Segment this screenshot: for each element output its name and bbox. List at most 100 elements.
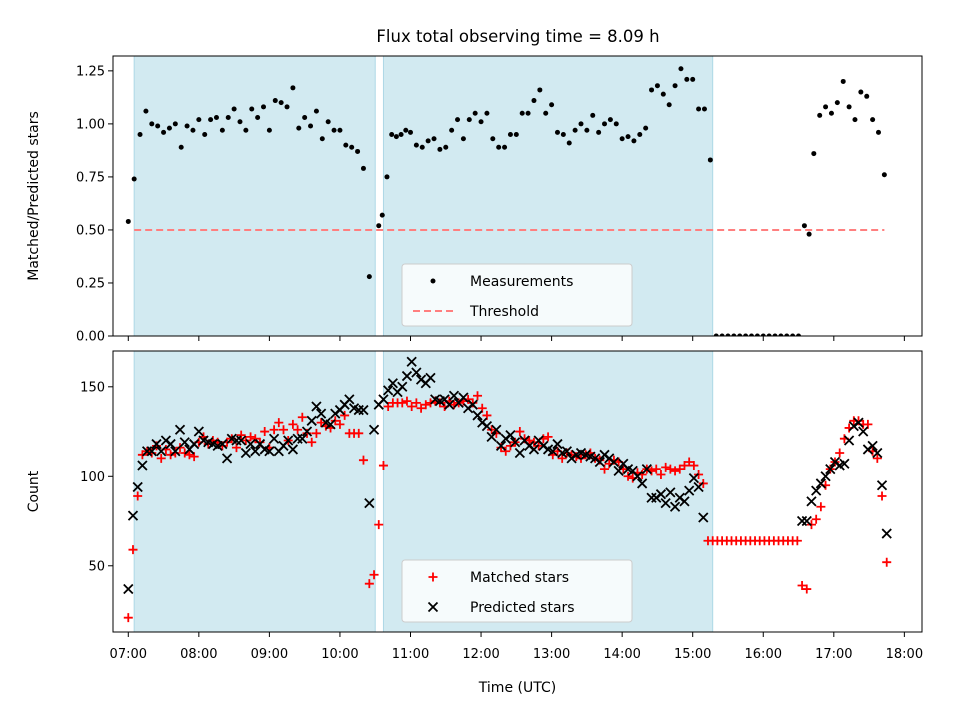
- matched-stars-point-116: [665, 464, 675, 474]
- measurements-point-104: [725, 333, 731, 336]
- top-ytick-label: 1.25: [76, 64, 105, 79]
- matched-stars-point-46: [335, 419, 345, 429]
- predicted-stars-point-78: [486, 431, 497, 443]
- matched-stars-point-34: [279, 425, 289, 435]
- measurements-point-19: [231, 106, 237, 112]
- matched-stars-point-118: [675, 464, 685, 474]
- measurements-point-8: [166, 125, 172, 131]
- measurements-point-125: [846, 104, 852, 110]
- matched-stars-point-145: [802, 584, 812, 594]
- legend-measurements-label: Measurements: [470, 274, 573, 290]
- measurements-point-113: [778, 333, 784, 336]
- predicted-stars-point-44: [325, 419, 336, 430]
- predicted-stars-point-75: [472, 410, 483, 421]
- predicted-stars-point-27: [245, 438, 256, 450]
- predicted-stars-point-84: [514, 447, 525, 459]
- matched-stars-point-51: [358, 455, 368, 465]
- bottom-legend: [401, 559, 633, 623]
- matched-stars-point-121: [689, 461, 699, 471]
- predicted-stars-point-60: [401, 370, 413, 382]
- measurements-point-46: [389, 131, 395, 137]
- measurements-point-25: [266, 127, 272, 133]
- measurements-point-12: [190, 127, 196, 133]
- predicted-stars-point-128: [815, 478, 827, 489]
- measurements-point-18: [225, 115, 231, 121]
- bottom-ytick-label: 100: [80, 470, 105, 485]
- predicted-stars-point-10: [165, 438, 176, 450]
- measurements-point-27: [278, 100, 284, 106]
- matched-stars-point-81: [501, 446, 511, 456]
- matched-stars-point-33: [274, 418, 284, 428]
- measurements-point-13: [196, 117, 202, 123]
- measurements-point-86: [619, 136, 625, 142]
- measurements-point-83: [602, 121, 608, 127]
- measurements-point-23: [255, 115, 261, 121]
- measurements-point-78: [572, 127, 578, 133]
- measurements-point-82: [596, 129, 602, 135]
- matched-stars-point-148: [816, 502, 826, 512]
- measurements-point-128: [864, 93, 870, 99]
- predicted-stars-point-62: [411, 367, 422, 378]
- measurements-point-36: [331, 127, 337, 133]
- legend-matched-stars-marker: [428, 572, 438, 582]
- predicted-stars-point-74: [467, 399, 478, 410]
- measurements-point-91: [649, 87, 655, 93]
- matched-stars-point-115: [661, 462, 671, 472]
- measurements-point-81: [590, 112, 596, 118]
- matched-stars-point-160: [872, 453, 882, 463]
- measurements-point-31: [302, 115, 308, 121]
- predicted-stars-point-126: [806, 496, 817, 507]
- matched-stars-point-114: [656, 469, 666, 479]
- top-panel: 0.00 0.25 0.50 0.75 1.00 1.25 Matched/Predicte…: [26, 55, 923, 345]
- predicted-stars-point-41: [311, 401, 322, 412]
- measurements-point-10: [178, 144, 184, 150]
- measurements-point-3: [137, 131, 143, 137]
- measurements-point-24: [261, 104, 267, 110]
- measurements-point-109: [754, 333, 760, 336]
- predicted-stars-point-83: [510, 437, 521, 448]
- predicted-stars-point-21: [217, 438, 228, 450]
- measurements-point-85: [613, 121, 619, 127]
- bottom-ytick-label: 50: [88, 559, 105, 574]
- measurements-point-11: [184, 123, 190, 129]
- predicted-stars-point-7: [151, 438, 162, 450]
- predicted-stars-point-6: [146, 446, 157, 457]
- measurements-point-98: [690, 76, 696, 82]
- measurements-point-61: [472, 110, 478, 116]
- measurements-point-39: [349, 144, 355, 150]
- measurements-point-60: [466, 117, 472, 123]
- measurements-point-115: [790, 333, 796, 336]
- measurements-point-84: [607, 117, 613, 123]
- measurements-point-54: [431, 136, 437, 142]
- predicted-stars-point-25: [236, 435, 247, 446]
- measurements-point-95: [672, 83, 678, 89]
- matched-stars-point-30: [260, 427, 270, 437]
- predicted-stars-point-40: [306, 415, 317, 426]
- predicted-stars-point-28: [250, 446, 261, 457]
- measurements-point-124: [840, 78, 846, 84]
- matched-stars-point-113: [651, 464, 661, 474]
- measurements-point-1: [125, 218, 131, 224]
- matched-stars-point-63: [416, 403, 426, 413]
- measurements-point-32: [308, 123, 314, 129]
- predicted-stars-point-42: [315, 408, 327, 419]
- matched-stars-point-120: [684, 457, 694, 467]
- measurements-point-53: [425, 138, 431, 144]
- measurements-point-92: [654, 83, 660, 89]
- measurements-point-110: [760, 333, 766, 336]
- measurements-point-94: [666, 102, 672, 108]
- legend-threshold-label: Threshold: [469, 304, 539, 320]
- measurements-point-47: [393, 134, 399, 140]
- measurements-point-112: [772, 333, 778, 336]
- measurements-point-93: [660, 91, 666, 97]
- measurements-point-14: [202, 131, 208, 137]
- matched-stars-point-38: [297, 412, 307, 422]
- measurements-point-71: [531, 98, 537, 104]
- measurements-point-49: [403, 127, 409, 133]
- measurements-point-102: [713, 333, 719, 336]
- measurements-point-108: [748, 333, 754, 336]
- measurements-point-40: [355, 148, 361, 154]
- predicted-stars-point-87: [528, 444, 540, 455]
- matched-stars-point-143: [792, 536, 802, 546]
